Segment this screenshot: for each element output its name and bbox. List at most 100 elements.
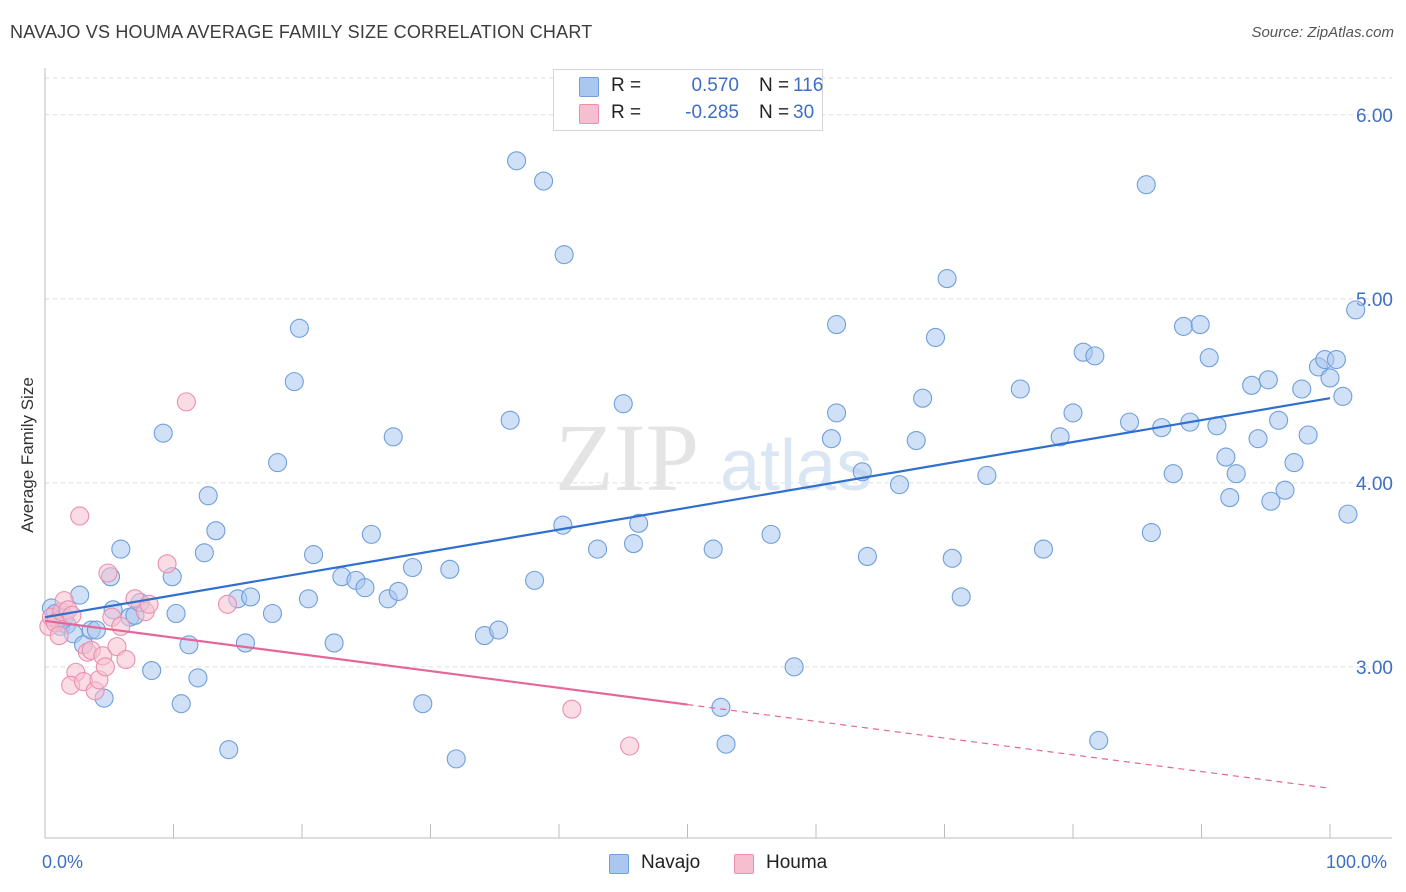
trend-lines (44, 397, 1331, 789)
navajo-point (402, 557, 423, 578)
navajo-point (1326, 349, 1346, 370)
navajo-point (1033, 539, 1053, 559)
navajo-point (388, 581, 408, 601)
navajo-point (711, 697, 731, 717)
legend-r-value: -0.285 (685, 102, 739, 123)
navajo-point (268, 453, 288, 473)
watermark-zip: ZIP (555, 404, 699, 511)
navajo-point (906, 430, 926, 451)
navajo-point (1163, 464, 1183, 484)
navajo-point (446, 749, 466, 769)
navajo-point (1136, 175, 1156, 195)
navajo-point (703, 539, 723, 559)
navajo-point (925, 327, 946, 348)
y-axis-label: Average Family Size (18, 377, 37, 533)
navajo-point (1141, 522, 1161, 543)
legend-n-value: 116 (793, 75, 824, 96)
navajo-point (623, 534, 644, 554)
houma-point (116, 649, 136, 670)
houma-trend-extrapolation (687, 703, 1331, 789)
navajo-point (534, 171, 554, 191)
navajo-point (500, 410, 520, 430)
navajo-point (142, 660, 162, 681)
navajo-point (383, 427, 403, 447)
legend-n-label: N = (759, 102, 790, 123)
navajo-point (913, 388, 933, 408)
navajo-point (761, 524, 781, 544)
legend-n-label: N = (759, 75, 790, 96)
navajo-point (324, 633, 344, 653)
navajo-point (1010, 379, 1030, 399)
navajo-point (889, 475, 910, 495)
navajo-point (1275, 480, 1295, 500)
navajo-point (1261, 491, 1281, 511)
houma-trend-line (44, 619, 688, 706)
navajo-point (1248, 429, 1268, 449)
navajo-point (489, 620, 509, 640)
navajo-point (206, 521, 226, 541)
navajo-point (587, 539, 608, 559)
navajo-point (554, 245, 574, 265)
navajo-point (1226, 464, 1246, 484)
navajo-point (1320, 368, 1340, 388)
navajo-point (942, 548, 962, 568)
navajo-point (507, 151, 527, 171)
houma-point (95, 657, 115, 677)
navajo-points (41, 151, 1366, 769)
navajo-point (1292, 379, 1312, 399)
navajo-point (171, 694, 191, 714)
navajo-point (977, 465, 997, 486)
navajo-point (821, 429, 841, 449)
navajo-point (1333, 386, 1353, 406)
houma-point (49, 626, 69, 646)
navajo-point (166, 603, 186, 624)
navajo-point (219, 740, 239, 760)
y-tick-label: 3.00 (1356, 658, 1393, 679)
navajo-point (198, 486, 218, 506)
navajo-point (827, 403, 847, 423)
navajo-point (1346, 300, 1366, 320)
navajo-point (304, 545, 324, 565)
legend-swatch-navajo (579, 77, 599, 97)
houma-point (157, 554, 177, 574)
navajo-point (298, 589, 318, 609)
y-tick-labels: 3.00 4.00 5.00 6.00 (1356, 106, 1393, 679)
navajo-point (1258, 370, 1278, 390)
grid-lines (45, 77, 1392, 668)
navajo-point (1050, 427, 1070, 447)
navajo-point (1338, 504, 1358, 524)
navajo-point (1173, 316, 1194, 336)
bottom-legend-swatch-houma (734, 854, 754, 874)
navajo-point (1085, 346, 1105, 366)
houma-point (217, 594, 238, 614)
houma-point (176, 392, 196, 412)
navajo-point (86, 620, 106, 640)
navajo-point (289, 318, 309, 338)
navajo-point (857, 546, 877, 567)
navajo-point (235, 633, 256, 653)
navajo-point (1242, 375, 1262, 395)
navajo-point (629, 513, 649, 533)
navajo-point (111, 539, 131, 559)
navajo-point (355, 578, 375, 598)
navajo-point (716, 734, 736, 754)
navajo-point (361, 524, 381, 544)
bottom-legend-label-navajo: Navajo (641, 852, 701, 873)
houma-point (111, 616, 131, 636)
x-tick-label-min: 0.0% (42, 852, 84, 872)
x-tick-label-max: 100.0% (1326, 852, 1388, 872)
navajo-point (951, 587, 971, 607)
houma-point (70, 506, 90, 526)
navajo-point (613, 394, 633, 414)
legend-swatch-houma (579, 104, 599, 124)
navajo-point (1284, 453, 1304, 473)
navajo-point (1190, 315, 1210, 335)
houma-point (562, 699, 582, 719)
source-label: Source: ZipAtlas.com (1251, 24, 1394, 41)
navajo-trend-line (44, 397, 1331, 619)
navajo-point (1089, 730, 1109, 751)
chart-title: NAVAJO VS HOUMA AVERAGE FAMILY SIZE CORR… (10, 22, 593, 42)
legend-r-label: R = (611, 75, 642, 96)
navajo-point (262, 603, 282, 624)
